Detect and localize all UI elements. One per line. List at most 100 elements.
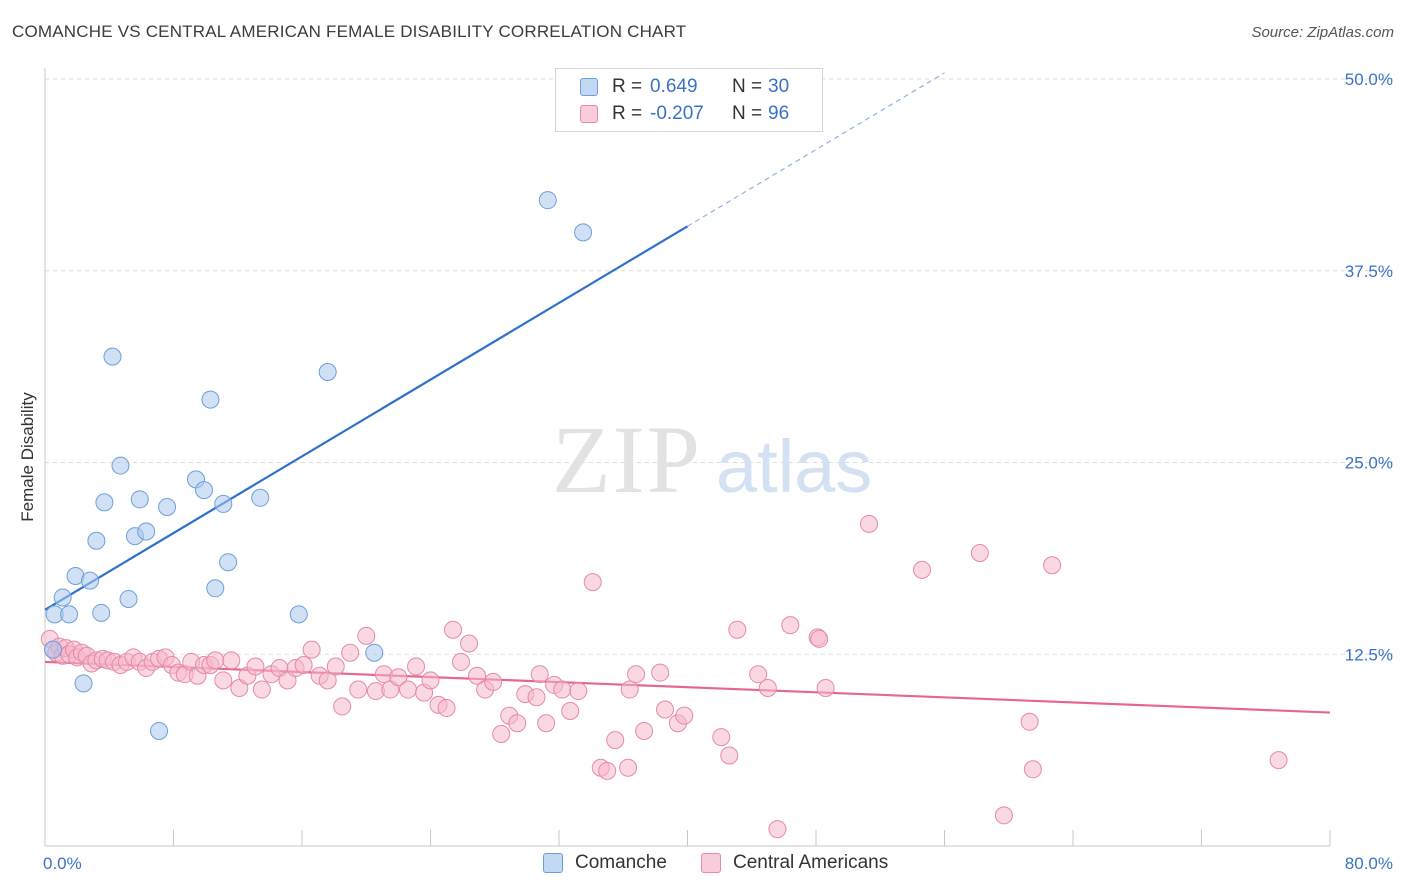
central-americans-legend-label: Central Americans [733, 852, 889, 873]
comanche-n-value: 30 [768, 76, 790, 97]
central-americans-point [635, 721, 654, 740]
y-axis-label: Female Disability [18, 392, 37, 522]
chart-title: COMANCHE VS CENTRAL AMERICAN FEMALE DISA… [12, 22, 687, 41]
comanche-point [103, 347, 122, 366]
comanche-point [74, 674, 93, 693]
comanche-point [201, 390, 220, 409]
comanche-trend-line [44, 225, 689, 611]
central-americans-point [720, 746, 739, 765]
central-americans-point [214, 671, 233, 690]
comanche-point [318, 362, 337, 381]
comanche-point [251, 488, 270, 507]
central-americans-point [970, 544, 989, 563]
central-americans-point [537, 714, 556, 733]
central-americans-point [606, 731, 625, 750]
central-americans-legend-swatch [701, 853, 721, 873]
axes [44, 68, 1331, 847]
comanche-point [80, 571, 99, 590]
central-americans-point [561, 702, 580, 721]
stats-legend: R = 0.649 N = 30 R = -0.207 N = 96 [555, 68, 823, 132]
central-americans-point [569, 682, 588, 701]
legend-row-central-americans: R = -0.207 N = 96 [580, 102, 789, 126]
grid-lines [45, 78, 1393, 655]
comanche-r-value: 0.649 [650, 76, 698, 97]
comanche-point [95, 493, 114, 512]
watermark-zip: ZIP [552, 406, 702, 513]
central-americans-point [341, 643, 360, 662]
trend-lines [44, 72, 1331, 714]
tick-labels: 12.5% 25.0% 37.5% 50.0% 0.0% 80.0% [43, 70, 1393, 873]
central-americans-point [333, 697, 352, 716]
central-americans-point [508, 714, 527, 733]
central-americans-point [530, 665, 549, 684]
central-americans-point [758, 678, 777, 697]
central-americans-point [443, 620, 462, 639]
central-americans-point [675, 706, 694, 725]
central-americans-point [246, 657, 265, 676]
bottom-legend-central-americans: Central Americans [701, 852, 888, 874]
comanche-point [195, 481, 214, 500]
central-americans-point [712, 728, 731, 747]
central-americans-point [656, 700, 675, 719]
r-label: R = [612, 103, 643, 124]
central-americans-point [651, 663, 670, 682]
central-americans-point [484, 672, 503, 691]
comanche-point [365, 643, 384, 662]
comanche-point [214, 494, 233, 513]
x-tick-label: 0.0% [43, 854, 82, 873]
central-americans-point [302, 640, 321, 659]
central-americans-swatch [580, 105, 598, 123]
central-americans-n-value: 96 [768, 103, 790, 124]
central-americans-point [553, 680, 572, 699]
central-americans-point [206, 651, 225, 670]
central-americans-point [598, 761, 617, 780]
n-label: N = [732, 103, 763, 124]
central-americans-point [468, 666, 487, 685]
comanche-point [219, 553, 238, 572]
central-americans-point [1023, 760, 1042, 779]
y-tick-label: 37.5% [1345, 262, 1393, 281]
y-tick-label: 12.5% [1345, 645, 1393, 664]
central-americans-point [357, 626, 376, 645]
watermark-atlas: atlas [716, 425, 872, 508]
comanche-point [60, 605, 79, 624]
data-points [40, 191, 1288, 839]
comanche-point [111, 456, 130, 475]
central-americans-point [389, 668, 408, 687]
central-americans-r-value: -0.207 [650, 103, 704, 124]
comanche-point [158, 497, 177, 516]
central-americans-point [326, 657, 345, 676]
central-americans-point [627, 665, 646, 684]
comanche-point [44, 640, 63, 659]
comanche-point [87, 531, 106, 550]
central-americans-point [860, 514, 879, 533]
comanche-trend-extension [687, 72, 945, 227]
central-americans-point [619, 758, 638, 777]
central-americans-point [583, 573, 602, 592]
central-americans-point [294, 655, 313, 674]
comanche-point [538, 191, 557, 210]
y-tick-label: 50.0% [1345, 70, 1393, 89]
central-americans-point [318, 671, 337, 690]
central-americans-point [407, 657, 426, 676]
comanche-point [150, 721, 169, 740]
watermark: ZIP atlas [552, 406, 872, 513]
central-americans-point [749, 665, 768, 684]
central-americans-point [437, 698, 456, 717]
central-americans-point [913, 560, 932, 579]
source-label: Source: ZipAtlas.com [1251, 24, 1394, 41]
central-americans-point [768, 820, 787, 839]
r-label: R = [612, 76, 643, 97]
central-americans-point [452, 652, 471, 671]
comanche-point [130, 490, 149, 509]
comanche-point [92, 603, 111, 622]
legend-row-comanche: R = 0.649 N = 30 [580, 75, 789, 99]
central-americans-point [492, 725, 511, 744]
central-americans-point [816, 678, 835, 697]
central-americans-point [1043, 556, 1062, 575]
comanche-point [137, 522, 156, 541]
x-tick-label: 80.0% [1345, 854, 1393, 873]
central-americans-point [399, 680, 418, 699]
comanche-point [289, 605, 308, 624]
